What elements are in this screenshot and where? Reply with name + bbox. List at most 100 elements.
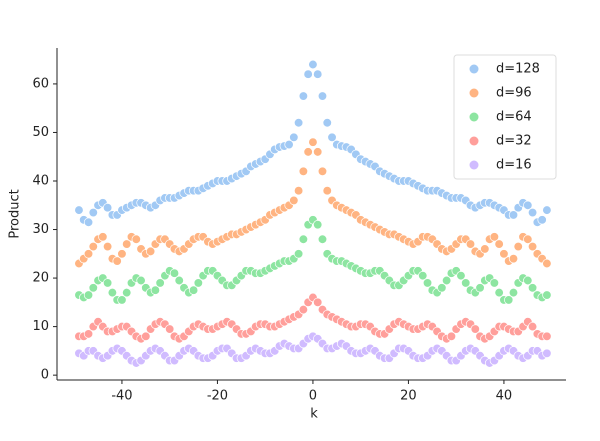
point (322, 186, 332, 196)
point (504, 295, 514, 305)
point (513, 241, 523, 252)
point (494, 287, 504, 298)
point (489, 278, 500, 288)
point (523, 234, 533, 244)
point (102, 203, 113, 213)
point (136, 275, 146, 286)
legend-label: d=64 (496, 110, 532, 125)
point (289, 132, 299, 142)
point (494, 239, 504, 249)
x-tick-label: 0 (309, 389, 317, 404)
x-tick-label: 40 (496, 389, 513, 404)
point (317, 166, 328, 176)
point (508, 210, 519, 220)
legend-label: d=32 (496, 134, 532, 149)
point (542, 290, 552, 300)
y-tick-label: 50 (32, 125, 49, 140)
point (117, 249, 127, 259)
point (327, 132, 337, 142)
point (150, 285, 161, 295)
point (169, 268, 180, 278)
point (131, 234, 141, 244)
point (508, 254, 519, 264)
point (465, 239, 476, 249)
point (298, 234, 309, 244)
point (489, 232, 500, 242)
point (193, 278, 203, 288)
point (74, 205, 84, 215)
point (117, 295, 127, 305)
point (88, 207, 98, 218)
point (308, 59, 318, 70)
point (461, 278, 471, 288)
point (303, 69, 313, 79)
legend-label: d=96 (496, 86, 532, 101)
point (145, 246, 156, 257)
point (418, 270, 428, 281)
point (122, 239, 132, 249)
point (527, 321, 538, 332)
point (174, 275, 184, 286)
point (313, 69, 323, 79)
point (289, 195, 299, 206)
point (88, 283, 98, 293)
point (83, 217, 94, 227)
point (470, 324, 480, 334)
point (293, 186, 304, 196)
point (293, 249, 304, 259)
legend-label: d=16 (496, 158, 532, 173)
point (542, 258, 552, 269)
point (102, 241, 113, 252)
legend-marker (469, 112, 479, 122)
point (298, 304, 309, 315)
y-tick-label: 30 (32, 222, 49, 237)
point (499, 249, 509, 259)
point (456, 270, 466, 281)
point (317, 91, 328, 101)
legend-marker (469, 64, 479, 74)
point (303, 147, 313, 157)
point (141, 331, 151, 341)
point (165, 324, 175, 334)
legend-marker (469, 88, 479, 98)
y-tick-label: 60 (32, 76, 49, 91)
point (523, 200, 533, 210)
y-tick-label: 0 (41, 368, 49, 383)
point (523, 275, 533, 286)
point (293, 118, 304, 128)
x-tick-label: 20 (400, 389, 417, 404)
point (542, 331, 552, 341)
point (437, 283, 447, 293)
point (88, 241, 98, 252)
x-tick-label: -20 (207, 389, 228, 404)
point (542, 348, 552, 358)
point (508, 287, 519, 298)
point (188, 285, 199, 295)
point (537, 215, 547, 225)
point (441, 275, 452, 286)
point (155, 278, 165, 288)
y-tick-label: 40 (32, 173, 49, 188)
point (527, 241, 538, 252)
point (298, 166, 309, 176)
point (83, 329, 94, 339)
point (284, 139, 294, 150)
point (308, 137, 318, 147)
point (322, 118, 332, 128)
x-tick-label: -40 (111, 389, 132, 404)
legend-marker (469, 136, 479, 146)
point (298, 91, 309, 101)
point (422, 278, 433, 288)
point (102, 278, 113, 288)
point (313, 220, 323, 230)
point (122, 287, 132, 298)
point (313, 297, 323, 307)
legend-marker (469, 160, 479, 170)
point (83, 249, 94, 259)
y-tick-label: 10 (32, 319, 49, 334)
y-tick-label: 20 (32, 271, 49, 286)
point (83, 290, 94, 300)
point (446, 331, 457, 341)
legend-label: d=128 (496, 62, 540, 77)
legend-box (453, 54, 557, 180)
